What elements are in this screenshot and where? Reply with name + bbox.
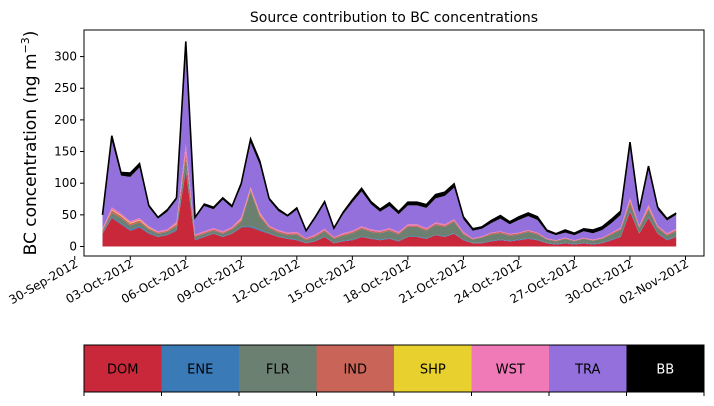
legend-label-bb: BB <box>656 363 674 378</box>
area-wst <box>102 143 677 241</box>
area-ind <box>102 152 677 242</box>
legend-swatch-ind <box>316 345 394 392</box>
area-bb <box>102 41 677 236</box>
y-tick-label: 300 <box>54 50 77 64</box>
y-tick-label: 250 <box>54 81 77 95</box>
y-axis: 0 50 100 150 200 250 300 <box>54 50 84 254</box>
legend-label-ind: IND <box>343 363 367 378</box>
y-tick-label: 50 <box>62 208 77 222</box>
legend-label-ene: ENE <box>187 363 213 378</box>
legend-label-dom: DOM <box>107 363 138 378</box>
y-tick-label: 0 <box>69 240 77 254</box>
y-tick-label: 150 <box>54 145 77 159</box>
y-tick-label: 100 <box>54 176 77 190</box>
legend-label-shp: SHP <box>420 363 446 378</box>
chart-title: Source contribution to BC concentrations <box>250 10 538 26</box>
legend-label-tra: TRA <box>574 363 600 378</box>
legend-swatch-dom <box>84 345 162 392</box>
legend-swatch-flr <box>239 345 317 392</box>
plot-frame <box>83 29 705 257</box>
legend-swatch-shp <box>394 345 472 392</box>
legend-swatch-bb <box>626 345 704 392</box>
area-tra <box>102 49 677 241</box>
legend-colorbar: DOM ENE FLR IND SHP WST TRA BB <box>83 344 705 396</box>
y-axis-label-exponent: −3 <box>19 37 32 53</box>
area-flr <box>102 157 677 244</box>
legend-swatch-ene <box>161 345 239 392</box>
y-axis-label-close: ) <box>21 31 41 38</box>
y-axis-label: BC concentration (ng m−3) <box>19 31 41 256</box>
total-line <box>101 41 677 235</box>
legend-label-flr: FLR <box>266 363 290 378</box>
legend-swatch-tra <box>549 345 627 392</box>
stacked-areas <box>101 41 677 247</box>
y-axis-label-main: BC concentration (ng m <box>21 53 41 255</box>
legend-label-wst: WST <box>496 363 525 378</box>
x-axis: 30-Sep-201203-Oct-201206-Oct-201209-Oct-… <box>6 256 691 307</box>
y-tick-label: 200 <box>54 113 77 127</box>
legend-swatch-wst <box>471 345 549 392</box>
